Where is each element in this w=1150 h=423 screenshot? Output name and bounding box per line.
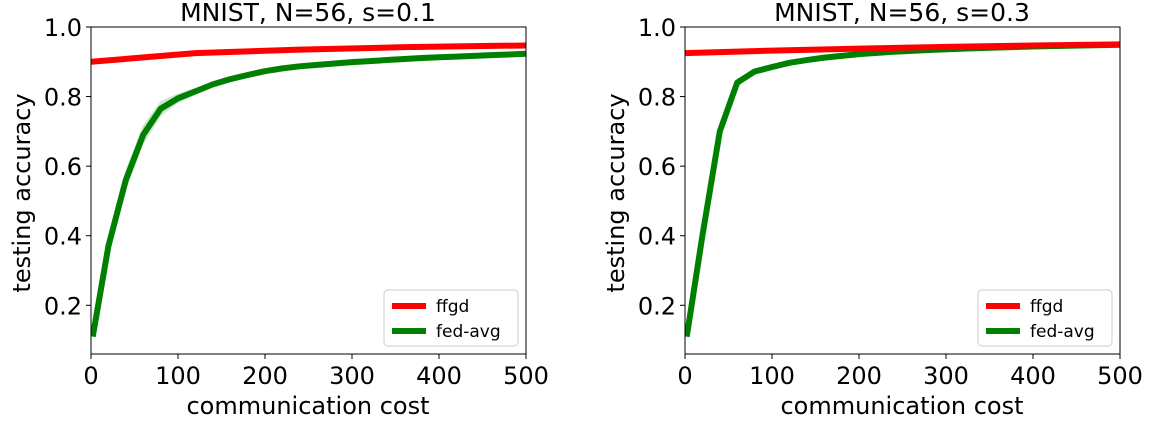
y-axis-label: testing accuracy <box>602 93 630 292</box>
x-tick-label: 500 <box>1097 362 1143 390</box>
chart-title: MNIST, N=56, s=0.3 <box>774 0 1030 27</box>
series-line-ffgd <box>685 41 1120 57</box>
x-tick-label: 300 <box>329 362 375 390</box>
x-axis-label: communication cost <box>186 392 429 420</box>
legend-label-fed-avg: fed-avg <box>436 322 501 342</box>
series-line-fed-avg <box>91 50 526 338</box>
y-tick-label: 0.4 <box>44 223 82 251</box>
plot-area <box>685 41 1120 338</box>
chart-panel-right: MNIST, N=56, s=0.3 communication cost te… <box>602 0 1143 420</box>
y-tick-label: 0.8 <box>44 84 82 112</box>
legend: ffgd fed-avg <box>977 289 1113 347</box>
x-tick-label: 100 <box>155 362 201 390</box>
plot-area <box>91 42 526 338</box>
y-tick-label: 1.0 <box>638 14 676 42</box>
x-tick-label: 500 <box>503 362 549 390</box>
y-tick-label: 0.6 <box>638 153 676 181</box>
x-axis-label: communication cost <box>780 392 1023 420</box>
x-tick-label: 400 <box>416 362 462 390</box>
legend-label-fed-avg: fed-avg <box>1030 322 1095 342</box>
x-tick-label: 0 <box>83 362 98 390</box>
series-line-ffgd <box>91 42 526 65</box>
y-tick-label: 0.6 <box>44 153 82 181</box>
x-tick-label: 0 <box>677 362 692 390</box>
y-tick-label: 0.8 <box>638 84 676 112</box>
y-tick-label: 0.4 <box>638 223 676 251</box>
plot-frame <box>90 26 527 355</box>
y-tick-label: 0.2 <box>44 292 82 320</box>
chart-title: MNIST, N=56, s=0.1 <box>180 0 436 27</box>
chart-panel-left: MNIST, N=56, s=0.1 communication cost te… <box>8 0 549 420</box>
y-axis-label: testing accuracy <box>8 93 36 292</box>
legend: ffgd fed-avg <box>383 289 519 347</box>
x-tick-label: 400 <box>1010 362 1056 390</box>
y-tick-label: 1.0 <box>44 14 82 42</box>
x-tick-label: 200 <box>242 362 288 390</box>
x-tick-label: 100 <box>749 362 795 390</box>
x-tick-label: 300 <box>923 362 969 390</box>
legend-label-ffgd: ffgd <box>1030 297 1063 317</box>
plot-frame <box>684 26 1121 355</box>
x-tick-label: 200 <box>836 362 882 390</box>
y-tick-label: 0.2 <box>638 292 676 320</box>
legend-label-ffgd: ffgd <box>436 297 469 317</box>
